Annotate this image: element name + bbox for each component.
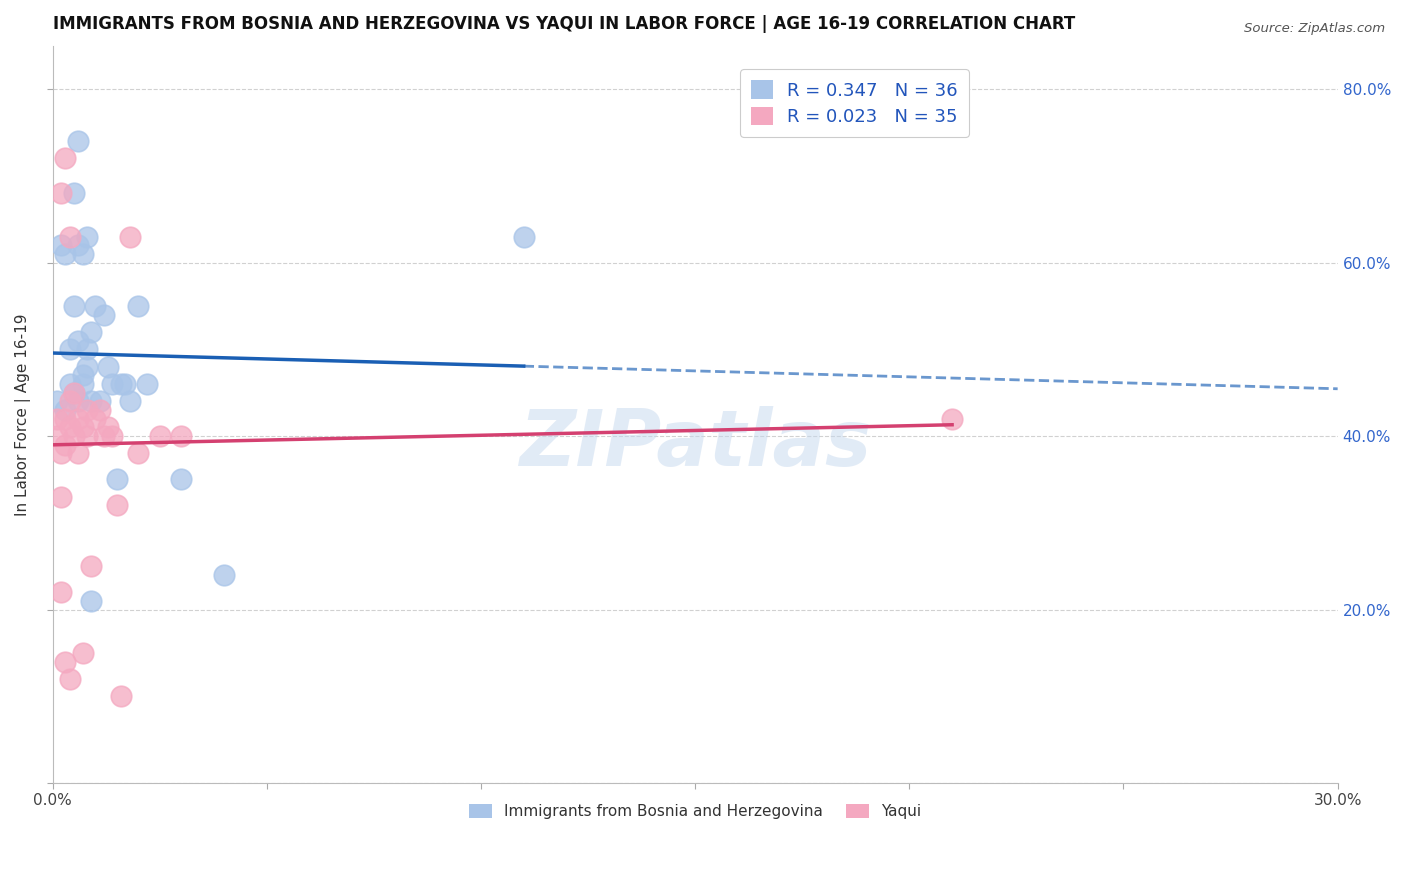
Point [212, 567, 235, 582]
Point [97, 420, 120, 434]
Point [45, 411, 67, 425]
Point [76, 343, 98, 357]
Point [49, 238, 72, 252]
Point [76, 403, 98, 417]
Point [97, 359, 120, 374]
Point [72, 646, 94, 660]
Point [72, 368, 94, 383]
Point [53, 411, 76, 425]
Point [110, 376, 132, 391]
Point [53, 403, 76, 417]
Point [149, 429, 172, 443]
Point [101, 376, 124, 391]
Point [72, 420, 94, 434]
Point [80, 559, 103, 574]
Point [76, 359, 98, 374]
Point [80, 594, 103, 608]
Point [84, 411, 107, 425]
Point [49, 446, 72, 460]
Point [49, 490, 72, 504]
Point [53, 247, 76, 261]
Point [170, 472, 193, 486]
Point [105, 472, 128, 486]
Point [941, 411, 963, 425]
Point [135, 376, 157, 391]
Point [80, 394, 103, 409]
Point [67, 394, 90, 409]
Point [53, 438, 76, 452]
Point [59, 376, 82, 391]
Point [118, 229, 141, 244]
Y-axis label: In Labor Force | Age 16-19: In Labor Force | Age 16-19 [15, 313, 31, 516]
Text: Source: ZipAtlas.com: Source: ZipAtlas.com [1244, 22, 1385, 36]
Point [105, 499, 128, 513]
Point [513, 229, 536, 244]
Point [67, 334, 90, 348]
Point [53, 655, 76, 669]
Point [89, 394, 111, 409]
Point [110, 690, 132, 704]
Text: ZIPatlas: ZIPatlas [519, 406, 872, 482]
Point [67, 411, 90, 425]
Point [45, 394, 67, 409]
Point [101, 429, 124, 443]
Point [63, 186, 86, 201]
Legend: Immigrants from Bosnia and Herzegovina, Yaqui: Immigrants from Bosnia and Herzegovina, … [461, 797, 929, 827]
Point [80, 325, 103, 339]
Point [59, 394, 82, 409]
Point [59, 672, 82, 686]
Point [118, 394, 141, 409]
Point [127, 446, 149, 460]
Point [63, 429, 86, 443]
Point [67, 446, 90, 460]
Point [93, 308, 115, 322]
Point [59, 229, 82, 244]
Point [76, 229, 98, 244]
Text: IMMIGRANTS FROM BOSNIA AND HERZEGOVINA VS YAQUI IN LABOR FORCE | AGE 16-19 CORRE: IMMIGRANTS FROM BOSNIA AND HERZEGOVINA V… [52, 15, 1074, 33]
Point [93, 429, 115, 443]
Point [67, 238, 90, 252]
Point [84, 299, 107, 313]
Point [63, 385, 86, 400]
Point [63, 385, 86, 400]
Point [63, 299, 86, 313]
Point [114, 376, 136, 391]
Point [170, 429, 193, 443]
Point [49, 186, 72, 201]
Point [67, 134, 90, 148]
Point [72, 247, 94, 261]
Point [76, 429, 98, 443]
Point [72, 376, 94, 391]
Point [59, 343, 82, 357]
Point [89, 403, 111, 417]
Point [49, 585, 72, 599]
Point [59, 420, 82, 434]
Point [45, 429, 67, 443]
Point [127, 299, 149, 313]
Point [53, 152, 76, 166]
